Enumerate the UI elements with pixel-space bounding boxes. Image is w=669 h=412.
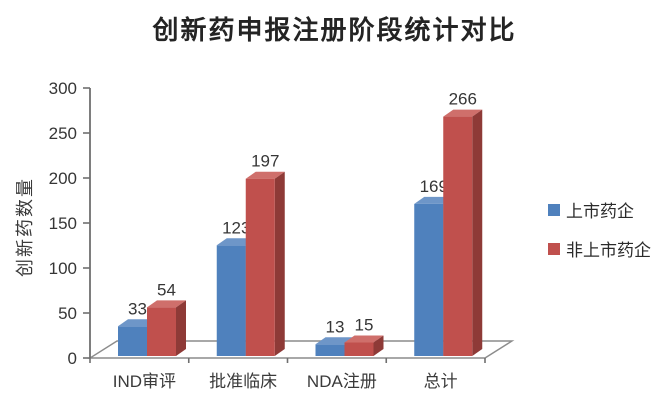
bar-value-label: 197 [251, 152, 279, 171]
bar [147, 307, 176, 356]
x-category-label: 批准临床 [209, 372, 277, 391]
y-tick-label: 50 [58, 304, 77, 323]
y-tick-label: 200 [49, 169, 77, 188]
y-tick-label: 150 [49, 214, 77, 233]
bar-value-label: 54 [157, 280, 176, 299]
bar-value-label: 169 [420, 177, 448, 196]
bar [245, 178, 275, 356]
bar [118, 326, 147, 356]
y-tick-label: 250 [49, 124, 77, 143]
legend-label-unlisted: 非上市药企 [566, 241, 651, 260]
x-category-label: 总计 [424, 372, 458, 391]
legend-item-unlisted: 非上市药企 [548, 236, 651, 261]
bar [216, 245, 246, 356]
bar [344, 342, 374, 356]
bar-value-label: 13 [326, 317, 345, 336]
bar-top-face [443, 109, 483, 117]
bar [443, 116, 473, 356]
bar-top-face [344, 335, 384, 343]
legend: 上市药企 非上市药企 [548, 197, 651, 261]
legend-item-listed: 上市药企 [548, 197, 651, 222]
bar-side-face [373, 335, 384, 356]
bar-value-label: 266 [449, 90, 477, 109]
bar-top-face [147, 300, 186, 308]
bar-value-label: 123 [222, 218, 250, 237]
floor-plane [87, 340, 515, 359]
bar-side-face [176, 300, 186, 356]
bar [414, 203, 444, 356]
bar-value-label: 33 [128, 299, 147, 318]
legend-swatch-unlisted-icon [548, 242, 560, 255]
bar-value-label: 15 [355, 316, 374, 335]
y-tick-label: 300 [49, 79, 77, 98]
y-tick-label: 0 [68, 349, 77, 368]
bar-side-face [472, 109, 483, 356]
bar-top-face [245, 171, 285, 179]
x-category-label: NDA注册 [307, 372, 377, 391]
y-tick-label: 100 [49, 259, 77, 278]
x-category-label: IND审评 [113, 372, 176, 391]
bar [315, 344, 345, 356]
legend-swatch-listed-icon [548, 203, 560, 216]
chart-title: 创新药申报注册阶段统计对比 [152, 15, 517, 45]
bar-side-face [274, 171, 285, 356]
legend-label-listed: 上市药企 [566, 202, 634, 221]
